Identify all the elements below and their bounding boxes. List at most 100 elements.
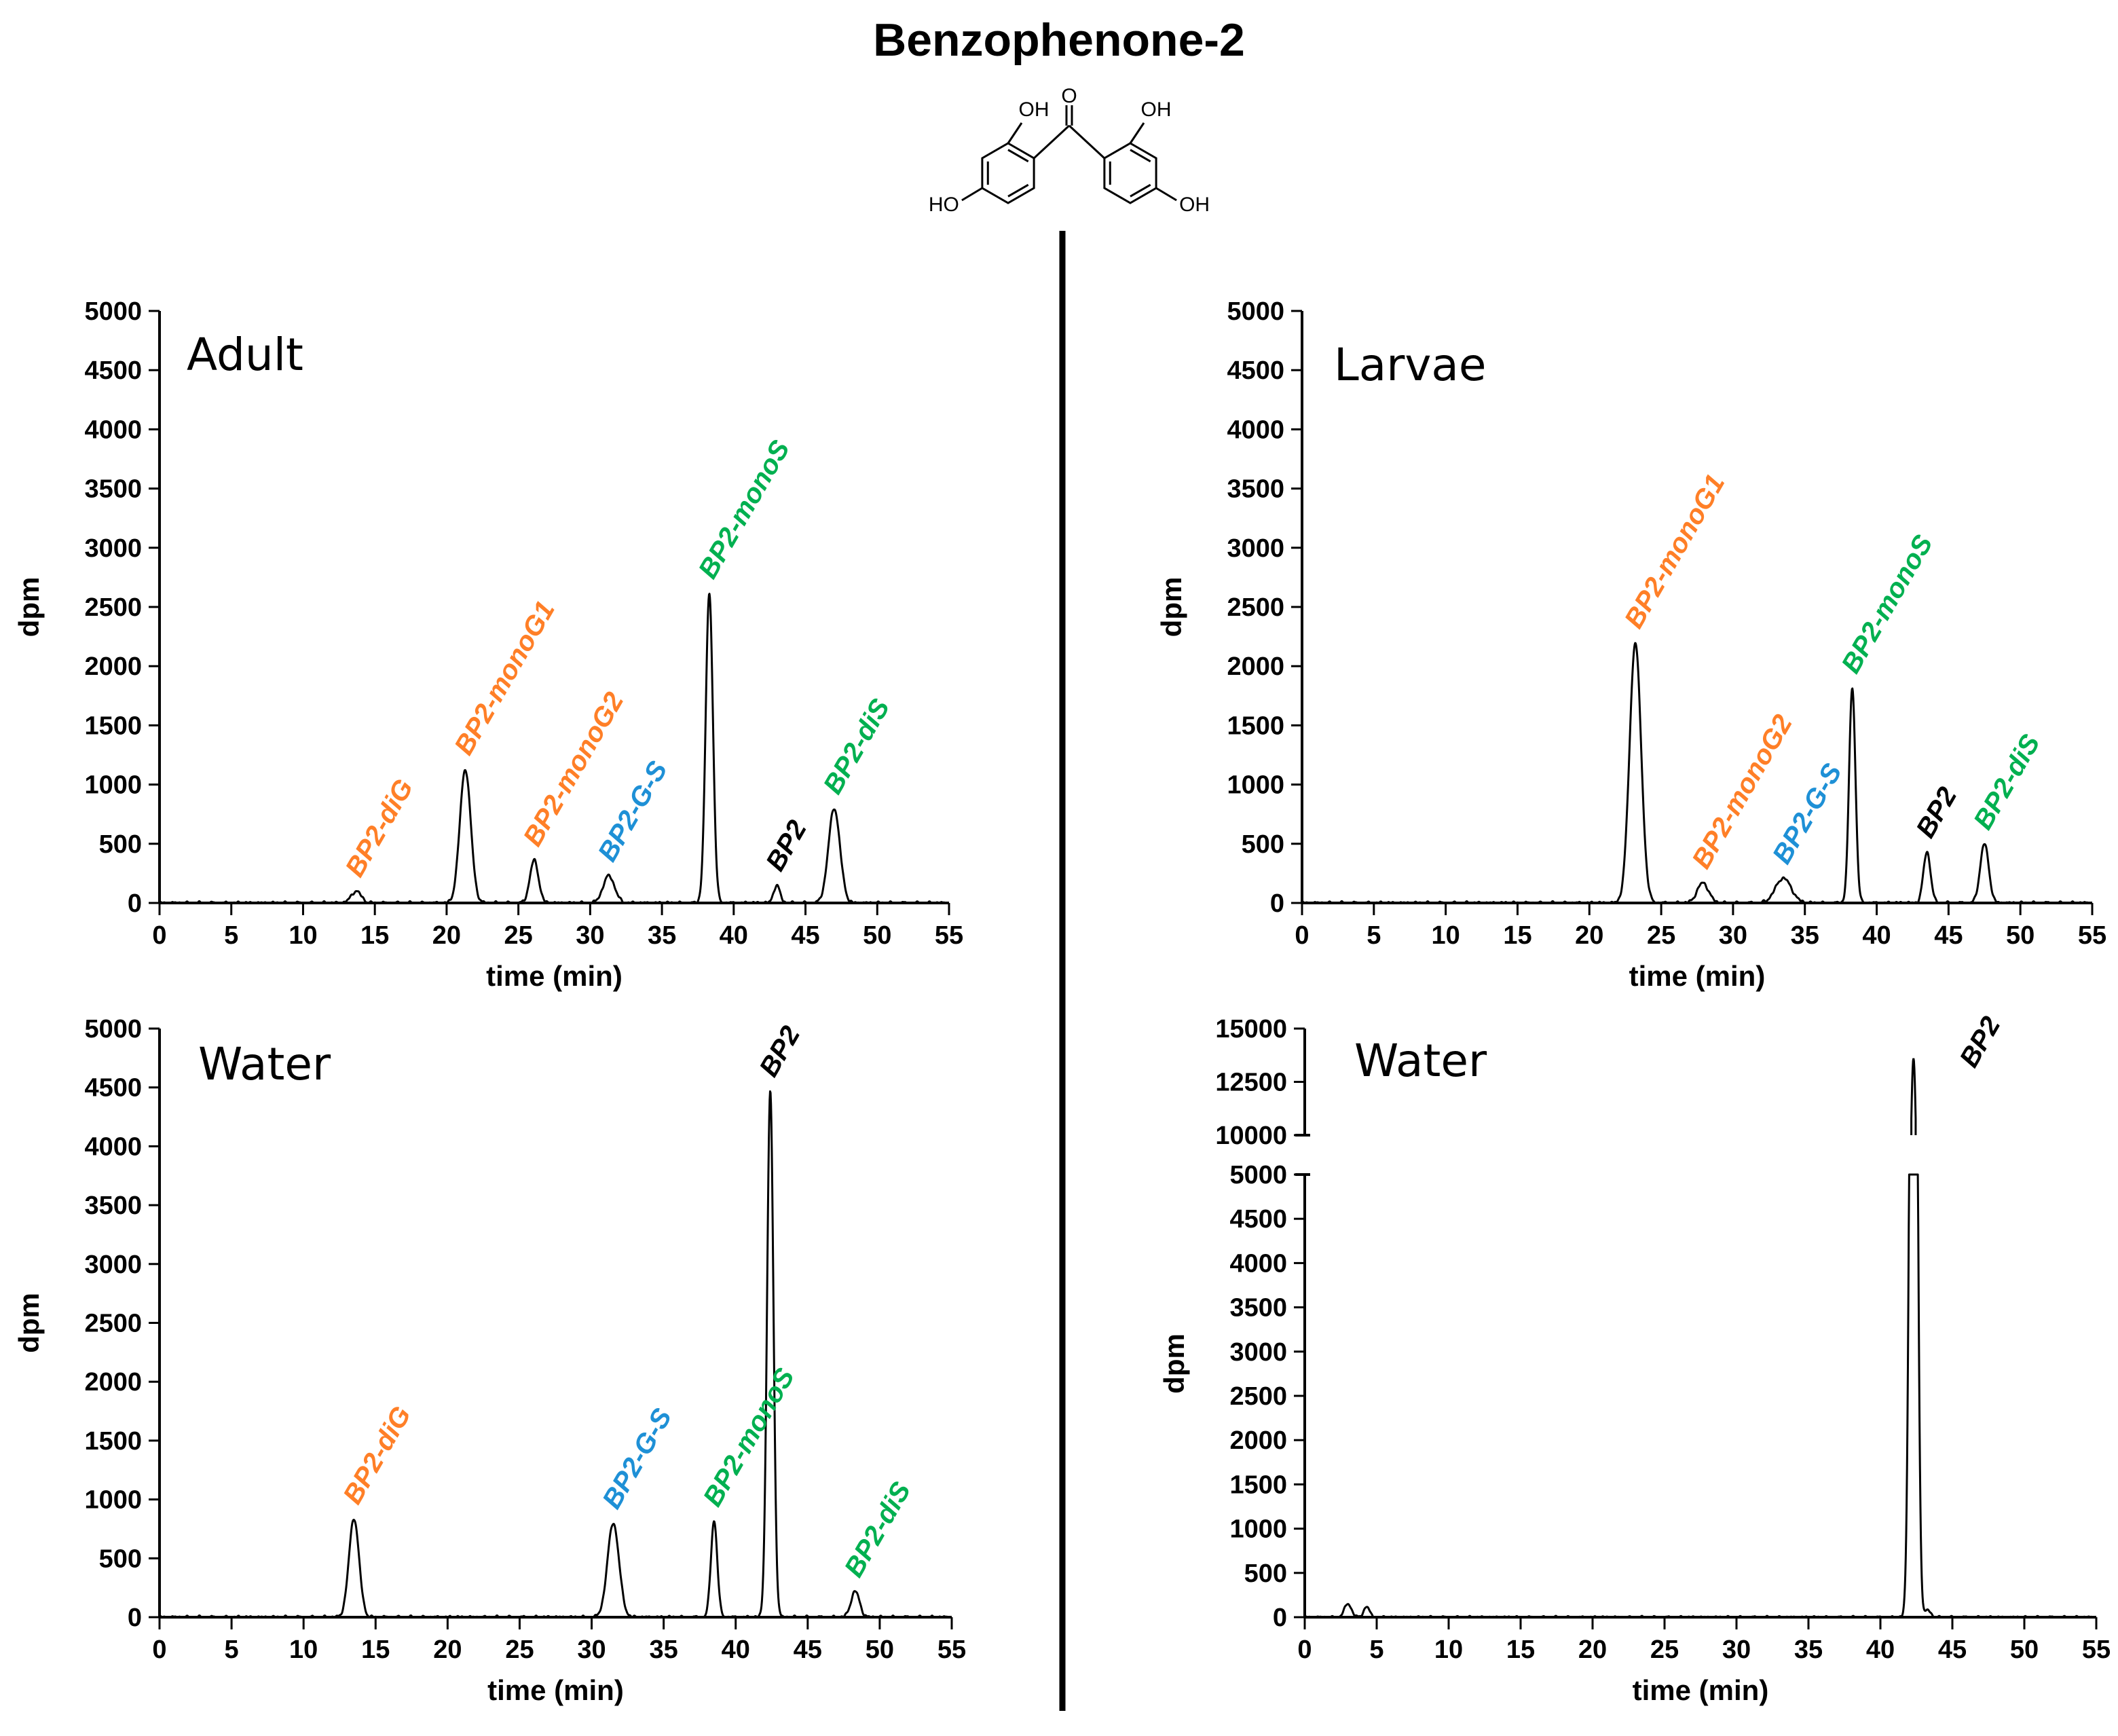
atom-label: OH	[1141, 98, 1172, 121]
chromatogram-trace	[1301, 642, 2093, 904]
y-tick-label: 1500	[1229, 1471, 1287, 1499]
x-tick-label: 50	[2010, 1636, 2039, 1664]
panel-adult: 0 5 10 15 20 25 30 35 40 45 50 55 0 500 1000 1500 2000 25…	[13, 297, 963, 992]
x-axis-label: time (min)	[1629, 960, 1766, 992]
x-tick-label: 0	[152, 921, 166, 950]
y-tick-label: 1500	[84, 1427, 142, 1456]
x-tick-label: 25	[505, 1636, 534, 1664]
peak-label: BP2	[1910, 782, 1963, 843]
y-tick-label: 4500	[1227, 356, 1284, 385]
x-tick-label: 5	[1367, 921, 1381, 950]
atom-label: OH	[1179, 193, 1210, 216]
y-tick-label: 2500	[84, 593, 142, 622]
y-tick-label: 2000	[84, 1368, 142, 1397]
x-axis-label: time (min)	[1633, 1674, 1769, 1706]
bond	[1129, 122, 1145, 144]
x-tick-label: 20	[1578, 1636, 1607, 1664]
y-tick-label: 4000	[1227, 415, 1284, 444]
x-tick-label: 35	[1794, 1636, 1823, 1664]
peak-label: BP2	[754, 1021, 806, 1082]
ring-right	[1103, 142, 1157, 204]
peak-label: BP2-diG	[339, 774, 419, 882]
peak-label: BP2-G-S	[593, 756, 673, 867]
y-tick-label: 1500	[84, 712, 142, 740]
x-tick-label: 5	[1369, 1636, 1383, 1664]
y-tick-label: 4000	[84, 415, 142, 444]
x-tick-label: 0	[1295, 921, 1309, 950]
y-tick-label: 2500	[1227, 593, 1284, 622]
x-tick-label: 55	[935, 921, 963, 950]
y-tick-label: 15000	[1215, 1015, 1287, 1044]
y-tick-label: 4000	[84, 1132, 142, 1161]
atom-label: OH	[1019, 98, 1049, 121]
x-tick-label: 5	[225, 1636, 239, 1664]
y-tick-label: 1000	[84, 771, 142, 800]
y-tick-label: 2000	[84, 652, 142, 681]
figure-title: Benzophenone-2	[873, 14, 1245, 66]
x-tick-label: 15	[360, 921, 389, 950]
ring-right-double-bond	[1130, 149, 1151, 163]
ring-left	[981, 142, 1035, 204]
y-tick-label: 4500	[84, 356, 142, 385]
peak-label: BP2-monoS	[698, 1363, 801, 1512]
bond	[1155, 187, 1177, 202]
y-axis-label: dpm	[13, 577, 45, 638]
x-tick-label: 45	[1934, 921, 1963, 950]
x-tick-label: 45	[791, 921, 819, 950]
y-tick-label: 10000	[1215, 1122, 1287, 1150]
x-tick-label: 55	[2078, 921, 2106, 950]
peak-label: BP2	[760, 815, 813, 876]
x-tick-label: 25	[504, 921, 532, 950]
x-tick-label: 40	[720, 921, 748, 950]
y-tick-label: 3000	[84, 534, 142, 563]
y-tick-label: 5000	[1229, 1161, 1287, 1189]
y-tick-label: 3000	[1229, 1338, 1287, 1367]
molecule-structure: OH O OH HO OH	[929, 85, 1210, 216]
x-tick-label: 20	[432, 921, 461, 950]
y-axis-label: dpm	[13, 1293, 45, 1353]
ring-right-double-bond	[1130, 183, 1151, 198]
panel-label: Water	[198, 1038, 331, 1090]
ring-left-double-bond	[1007, 149, 1029, 163]
y-axis-label: dpm	[1155, 577, 1187, 638]
x-tick-label: 10	[1431, 921, 1460, 950]
x-tick-label: 40	[1862, 921, 1891, 950]
y-tick-label: 2000	[1227, 652, 1284, 681]
y-tick-label: 1000	[84, 1486, 142, 1515]
x-axis-label: time (min)	[487, 1674, 624, 1706]
x-tick-label: 35	[1791, 921, 1819, 950]
peak-label: BP2-diS	[1968, 729, 2046, 834]
x-tick-label: 25	[1650, 1636, 1679, 1664]
y-tick-label: 2000	[1229, 1426, 1287, 1455]
y-tick-label: 4500	[1229, 1205, 1287, 1234]
x-tick-label: 30	[577, 1636, 606, 1664]
x-tick-label: 5	[224, 921, 238, 950]
x-tick-label: 55	[937, 1636, 966, 1664]
peak-label: BP2-monoS	[1836, 530, 1939, 679]
y-tick-label: 500	[99, 830, 142, 859]
x-tick-label: 30	[1719, 921, 1747, 950]
bond	[961, 187, 983, 202]
y-tick-label: 3000	[1227, 534, 1284, 563]
y-tick-label: 0	[1270, 889, 1284, 918]
chromatogram-trace	[159, 1090, 952, 1619]
x-tick-label: 55	[2082, 1636, 2111, 1664]
y-tick-label: 0	[128, 889, 142, 918]
y-tick-label: 4500	[84, 1074, 142, 1103]
panel-label: Larvae	[1334, 339, 1486, 391]
x-axis-label: time (min)	[486, 960, 623, 992]
x-tick-label: 30	[576, 921, 604, 950]
y-axis-label: dpm	[1158, 1333, 1190, 1394]
y-tick-label: 2500	[84, 1310, 142, 1338]
peak-label: BP2	[1954, 1012, 2006, 1072]
atom-label: O	[1061, 85, 1077, 107]
y-tick-label: 0	[1273, 1604, 1287, 1632]
y-tick-label: 5000	[1227, 297, 1284, 326]
chromatogram-trace	[159, 593, 950, 904]
y-tick-label: 5000	[84, 1015, 142, 1044]
x-tick-label: 40	[1866, 1636, 1895, 1664]
x-tick-label: 45	[794, 1636, 822, 1664]
x-tick-label: 35	[649, 1636, 677, 1664]
chromatogram-trace	[1304, 1173, 2097, 1619]
x-tick-label: 50	[2006, 921, 2035, 950]
